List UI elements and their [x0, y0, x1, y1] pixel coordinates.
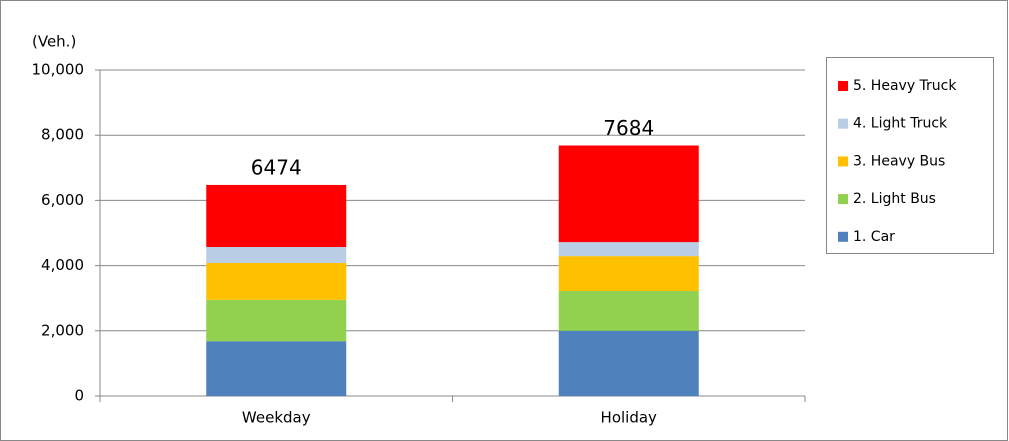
y-axis-label: (Veh.)	[32, 33, 76, 51]
y-tick-label: 0	[74, 387, 84, 405]
bar-segment	[558, 330, 699, 396]
bar-segment	[558, 145, 699, 243]
bar-segment	[206, 341, 347, 396]
y-tick-label: 10,000	[32, 61, 85, 79]
x-tick-label: Weekday	[242, 409, 311, 427]
legend-label: 4. Light Truck	[853, 116, 948, 132]
bar-segment	[206, 299, 347, 342]
total-label: 6474	[251, 155, 302, 179]
legend-label: 1. Car	[853, 229, 895, 245]
total-label: 7684	[603, 116, 654, 140]
y-tick-label: 4,000	[41, 256, 84, 274]
legend-box	[826, 57, 994, 254]
legend-label: 2. Light Bus	[853, 191, 936, 207]
bar-segment	[206, 247, 347, 263]
y-tick-label: 2,000	[41, 321, 84, 339]
legend-swatch	[838, 118, 848, 129]
x-tick-label: Holiday	[601, 409, 658, 427]
bar-segment	[206, 262, 347, 300]
legend-swatch	[838, 156, 848, 167]
legend-swatch	[838, 81, 848, 91]
legend-swatch	[838, 194, 848, 205]
y-tick-label: 6,000	[41, 191, 84, 209]
legend-swatch	[838, 231, 848, 242]
bar-segment	[206, 184, 347, 248]
legend-label: 3. Heavy Bus	[853, 153, 945, 169]
bar-segment	[558, 256, 699, 292]
bar-segment	[558, 242, 699, 257]
bar-segment	[558, 291, 699, 331]
y-tick-label: 8,000	[41, 126, 84, 144]
legend-label: 5. Heavy Truck	[853, 78, 957, 94]
